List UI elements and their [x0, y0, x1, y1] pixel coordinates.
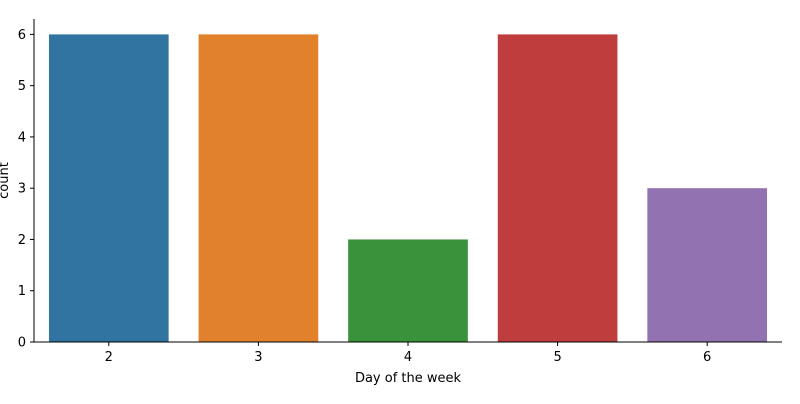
bar-6 — [647, 188, 768, 342]
x-axis-label: Day of the week — [355, 371, 462, 386]
y-tick-label-3: 3 — [18, 182, 26, 197]
y-axis: 0 1 2 3 4 5 6 — [18, 28, 34, 351]
y-tick-label-2: 2 — [18, 233, 26, 248]
x-tick-label-6: 6 — [703, 350, 711, 365]
x-tick-label-3: 3 — [254, 350, 262, 365]
y-tick-label-6: 6 — [18, 28, 26, 43]
y-tick-label-0: 0 — [18, 336, 26, 351]
x-tick-label-4: 4 — [404, 350, 412, 365]
bar-3 — [198, 34, 319, 342]
bars-group — [48, 34, 768, 342]
bar-2 — [48, 34, 169, 342]
bar-5 — [497, 34, 618, 342]
y-tick-label-1: 1 — [18, 284, 26, 299]
x-tick-label-2: 2 — [105, 350, 113, 365]
x-axis: 2 3 4 5 6 — [105, 342, 711, 365]
y-tick-label-5: 5 — [18, 79, 26, 94]
y-tick-label-4: 4 — [18, 130, 26, 145]
y-axis-label: count — [0, 162, 12, 199]
bar-4 — [348, 239, 468, 342]
x-tick-label-5: 5 — [553, 350, 561, 365]
